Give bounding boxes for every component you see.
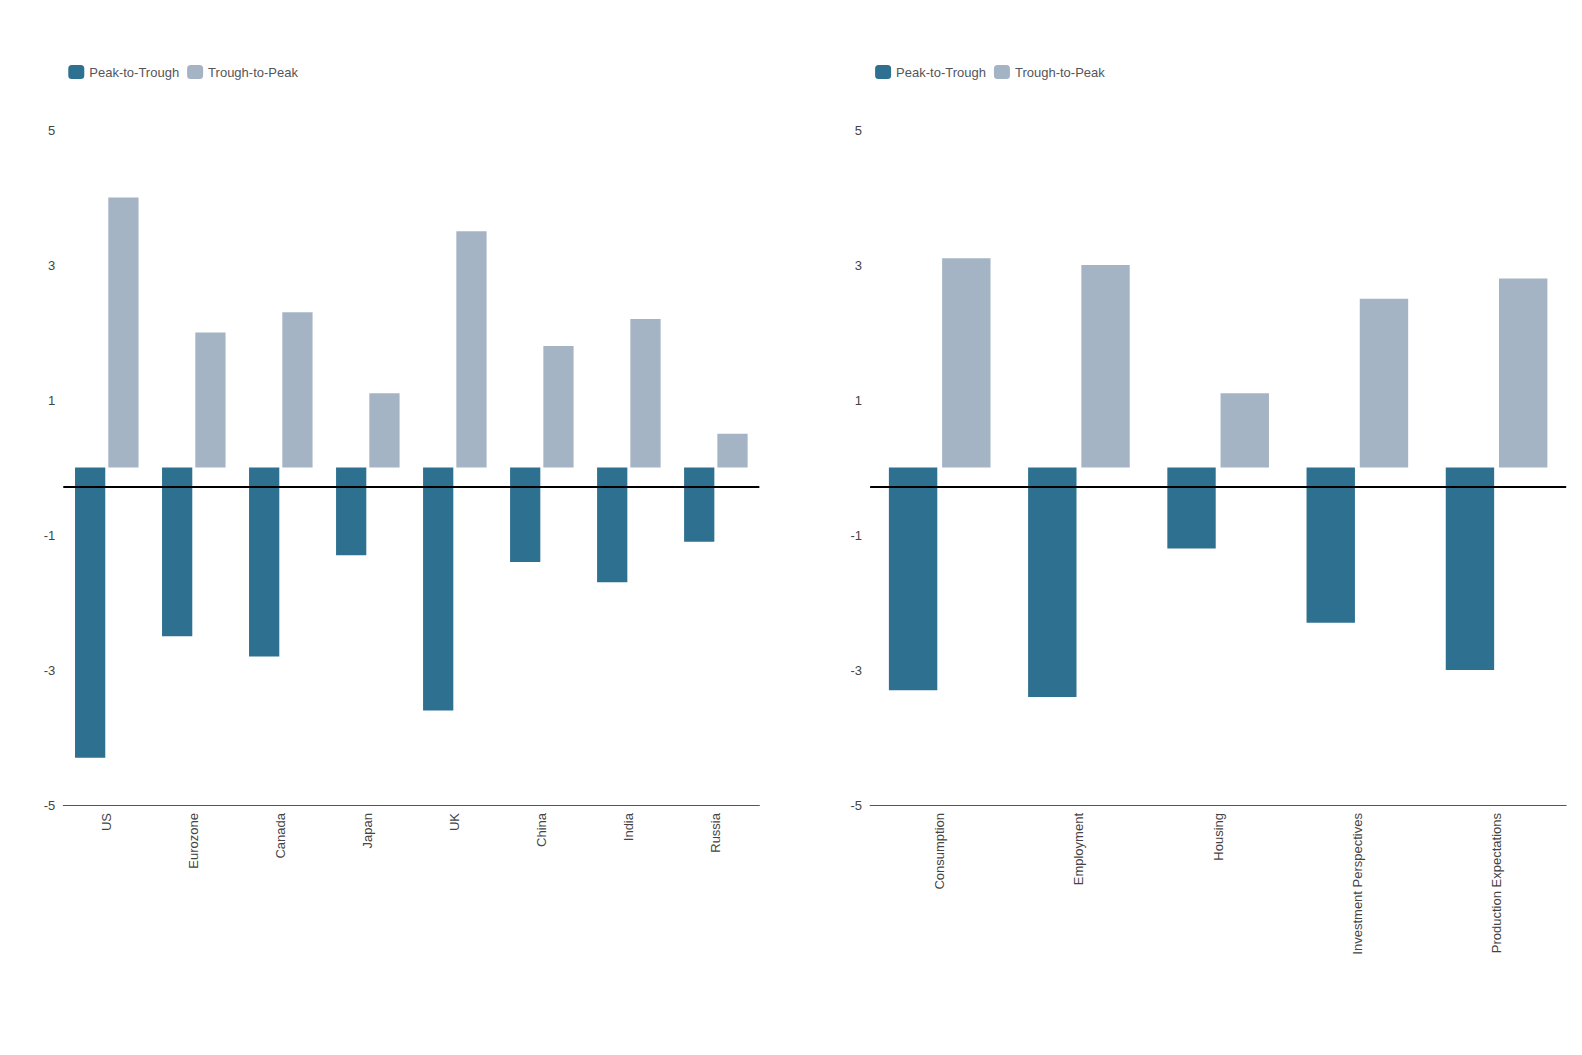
svg-text:5: 5 [48, 123, 55, 138]
svg-text:Housing: Housing [1211, 813, 1226, 861]
svg-text:-1: -1 [851, 528, 863, 543]
svg-text:Peak-to-Trough: Peak-to-Trough [896, 65, 986, 80]
svg-text:Peak-to-Trough: Peak-to-Trough [89, 65, 179, 80]
svg-text:-5: -5 [44, 798, 56, 813]
svg-text:Employment: Employment [1071, 813, 1086, 886]
svg-text:Canada: Canada [273, 812, 288, 858]
svg-text:Trough-to-Peak: Trough-to-Peak [1015, 65, 1105, 80]
svg-text:-5: -5 [851, 798, 863, 813]
svg-text:Japan: Japan [360, 813, 375, 848]
svg-text:1: 1 [48, 393, 55, 408]
svg-text:5: 5 [855, 123, 862, 138]
svg-text:3: 3 [48, 258, 55, 273]
svg-text:-3: -3 [44, 663, 56, 678]
svg-text:Eurozone: Eurozone [186, 813, 201, 869]
svg-text:US: US [99, 813, 114, 831]
svg-text:Investment Perspectives: Investment Perspectives [1350, 813, 1365, 955]
svg-text:Trough-to-Peak: Trough-to-Peak [208, 65, 298, 80]
svg-text:3: 3 [855, 258, 862, 273]
svg-text:Production Expectations: Production Expectations [1489, 813, 1504, 954]
svg-text:China: China [534, 812, 549, 847]
svg-text:-1: -1 [44, 528, 56, 543]
svg-text:India: India [621, 812, 636, 841]
svg-text:1: 1 [855, 393, 862, 408]
svg-text:-3: -3 [851, 663, 863, 678]
svg-text:Consumption: Consumption [932, 813, 947, 890]
svg-text:Russia: Russia [708, 812, 723, 853]
svg-text:UK: UK [447, 813, 462, 831]
